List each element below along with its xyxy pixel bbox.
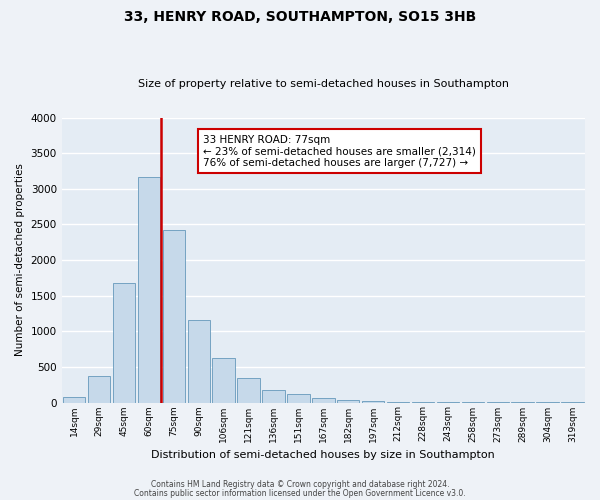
Y-axis label: Number of semi-detached properties: Number of semi-detached properties xyxy=(15,164,25,356)
X-axis label: Distribution of semi-detached houses by size in Southampton: Distribution of semi-detached houses by … xyxy=(151,450,495,460)
Bar xyxy=(212,358,235,403)
Bar xyxy=(337,400,359,402)
Bar xyxy=(262,390,285,402)
Bar xyxy=(63,397,85,402)
Bar xyxy=(188,320,210,402)
Text: Contains public sector information licensed under the Open Government Licence v3: Contains public sector information licen… xyxy=(134,488,466,498)
Bar xyxy=(238,378,260,402)
Bar xyxy=(137,178,160,402)
Bar xyxy=(287,394,310,402)
Text: 33 HENRY ROAD: 77sqm
← 23% of semi-detached houses are smaller (2,314)
76% of se: 33 HENRY ROAD: 77sqm ← 23% of semi-detac… xyxy=(203,134,476,168)
Text: Contains HM Land Registry data © Crown copyright and database right 2024.: Contains HM Land Registry data © Crown c… xyxy=(151,480,449,489)
Bar xyxy=(88,376,110,402)
Bar xyxy=(312,398,335,402)
Bar xyxy=(113,283,135,403)
Bar xyxy=(163,230,185,402)
Text: 33, HENRY ROAD, SOUTHAMPTON, SO15 3HB: 33, HENRY ROAD, SOUTHAMPTON, SO15 3HB xyxy=(124,10,476,24)
Title: Size of property relative to semi-detached houses in Southampton: Size of property relative to semi-detach… xyxy=(138,79,509,89)
